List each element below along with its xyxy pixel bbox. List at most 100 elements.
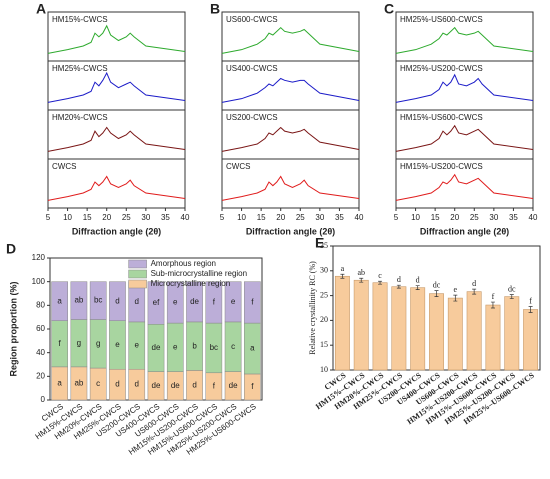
bar (410, 287, 426, 371)
xrd-curve (47, 126, 186, 152)
y-tick-label: 40 (36, 348, 45, 357)
series-label: CWCS (226, 162, 250, 171)
segment-letter: ab (74, 296, 83, 305)
bar-letter: d (472, 279, 476, 288)
bar-letter: f (492, 292, 495, 301)
bar-letter: ab (357, 268, 365, 277)
segment-letter: d (135, 297, 139, 306)
series-label: US400-CWCS (226, 64, 278, 73)
segment-letter: c (96, 379, 100, 388)
y-tick-label: 25 (320, 290, 328, 299)
bar (485, 304, 501, 371)
y-axis-label: Region proportion (%) (8, 282, 18, 377)
bar (353, 279, 369, 371)
bar-letter: a (341, 264, 345, 273)
panel-label: A (36, 1, 46, 17)
segment-letter: de (152, 381, 161, 390)
x-tick-label: 30 (315, 213, 324, 222)
segment-letter: e (115, 340, 120, 349)
segment-letter: d (115, 296, 119, 305)
x-tick-label: 35 (509, 213, 518, 222)
segment-letter: bc (210, 343, 218, 352)
series-label: US600-CWCS (226, 15, 278, 24)
error-bar (378, 280, 383, 285)
error-bar (509, 294, 514, 299)
panel-label: E (315, 235, 324, 251)
bar-letter: e (454, 285, 458, 294)
error-bar (434, 290, 439, 297)
series-label: CWCS (52, 162, 76, 171)
x-tick-label: 15 (431, 213, 440, 222)
xrd-curve (221, 77, 360, 103)
y-tick-label: 120 (32, 253, 46, 262)
legend-swatch (128, 259, 147, 269)
legend-swatch (128, 269, 147, 279)
segment-letter: f (213, 297, 216, 306)
xrd-curve (395, 173, 534, 201)
bar (504, 296, 520, 371)
xrd-curve (395, 73, 534, 103)
segment-letter: de (229, 381, 238, 390)
segment-letter: e (173, 342, 178, 351)
bar (447, 297, 463, 371)
y-tick-label: 15 (320, 340, 328, 349)
segment-letter: d (192, 380, 196, 389)
xrd-curve (47, 71, 186, 103)
y-tick-label: 20 (320, 315, 328, 324)
segment-letter: de (190, 297, 199, 306)
bar-letter: dc (508, 284, 516, 293)
segment-letter: a (250, 344, 255, 353)
x-tick-label: 20 (102, 213, 111, 222)
segment-letter: g (77, 338, 81, 347)
segment-letter: de (171, 381, 180, 390)
bar-segment (224, 281, 242, 323)
bar (372, 282, 388, 371)
y-tick-label: 35 (320, 241, 328, 250)
error-bar (453, 294, 458, 302)
bar-segment (109, 281, 126, 321)
y-tick-label: 0 (41, 395, 46, 404)
y-tick-label: 100 (32, 277, 46, 286)
bar-letter: dc (433, 280, 441, 289)
segment-letter: d (135, 380, 139, 389)
x-axis-label: Diffraction angle (2θ) (420, 226, 509, 236)
xrd-curve (221, 175, 360, 201)
segment-letter: d (115, 380, 119, 389)
series-label: HM25%-CWCS (52, 64, 108, 73)
segment-letter: g (96, 339, 100, 348)
legend-label: Microcrystalline region (151, 279, 231, 288)
error-bar (415, 285, 420, 290)
legend-swatch (128, 279, 147, 289)
y-tick-label: 80 (36, 300, 45, 309)
x-tick-label: 5 (46, 213, 51, 222)
x-tick-label: 40 (355, 213, 364, 222)
legend-label: Amorphous region (151, 259, 216, 268)
error-bar (359, 277, 364, 283)
x-tick-label: 25 (470, 213, 479, 222)
bar (334, 275, 350, 371)
x-tick-label: 30 (489, 213, 498, 222)
bar-segment (244, 281, 261, 324)
y-axis-label: Relative crystallinity RC (%) (308, 261, 317, 355)
error-bar (396, 284, 401, 289)
error-bar (528, 306, 533, 313)
bar (466, 291, 482, 371)
segment-letter: ab (74, 379, 83, 388)
segment-letter: f (59, 339, 62, 348)
x-tick-label: 10 (411, 213, 420, 222)
segment-letter: ef (153, 298, 160, 307)
segment-letter: e (135, 341, 140, 350)
x-tick-label: 35 (335, 213, 344, 222)
xrd-curve (395, 124, 534, 152)
x-tick-label: 25 (122, 213, 131, 222)
xrd-curve (47, 175, 186, 201)
error-bar (340, 273, 345, 279)
x-tick-label: 15 (257, 213, 266, 222)
bar-segment (51, 281, 68, 321)
series-label: HM20%-CWCS (52, 113, 108, 122)
series-label: HM15%-US200-CWCS (400, 162, 483, 171)
segment-letter: de (152, 343, 161, 352)
y-tick-label: 60 (36, 324, 45, 333)
